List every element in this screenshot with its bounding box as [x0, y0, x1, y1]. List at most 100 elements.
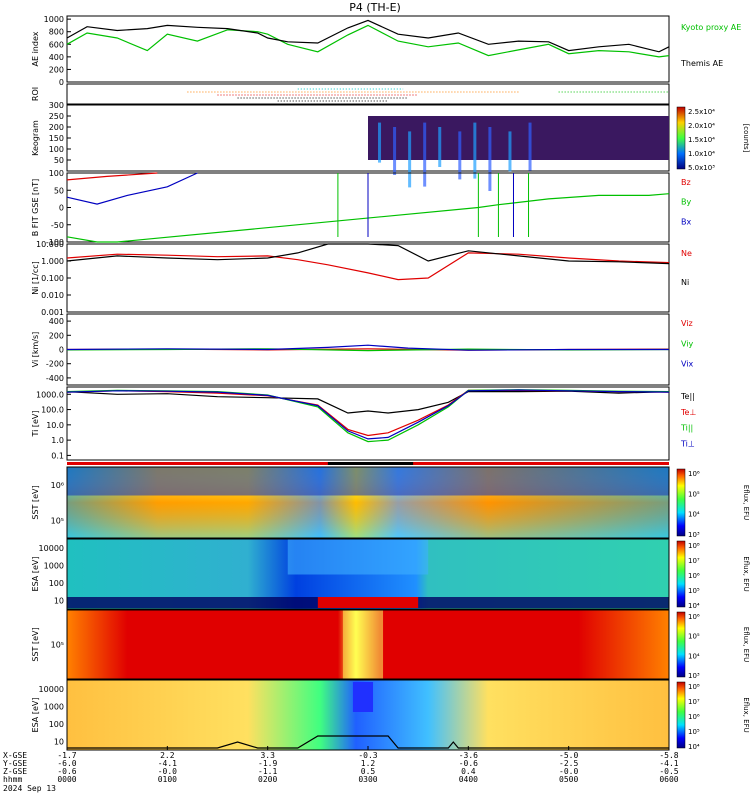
sst_e-colorbar-label: Eflux, EFU	[742, 485, 750, 520]
time-tick-zgse: -1.1	[258, 767, 277, 776]
density-ytick-label: 10.000	[36, 240, 64, 249]
time-tick-xgse: -5.0	[559, 751, 578, 760]
bfit-legend-label: Bx	[681, 217, 691, 226]
esa_i-colorbar: 10⁴ 10⁵ 10⁶ 10⁷ 10⁸ Eflux, EFU	[676, 681, 750, 751]
ae-series-0-line	[66, 24, 670, 58]
sst_i-colorbar-tick: 10³	[688, 672, 700, 680]
time-tick-ygse: -0.6	[459, 759, 478, 768]
ae-ytick-label: 0	[59, 78, 64, 87]
keogram-ylabel: Keogram	[31, 120, 40, 156]
esa_i-colorbar-gradient	[676, 681, 686, 749]
time-tick-hhmm: 0500	[559, 775, 578, 784]
esa_e-ylabel: ESA [eV]	[31, 557, 40, 592]
time-tick-zgse: -0.6	[57, 767, 76, 776]
ae-series-1-line	[66, 19, 670, 53]
esa-i-blue-spot	[352, 682, 374, 712]
esa_i-colorbar-tick: 10⁸	[688, 683, 700, 691]
sst_i-ytick-label: 10⁵	[51, 641, 64, 650]
keogram-ytick-label: 50	[54, 156, 64, 165]
esa_i-ytick-label: 10	[54, 737, 64, 746]
density-ytick-label: 0.100	[41, 274, 64, 283]
temperature-panel: Ti [eV] 0.1 1.0 10.0 100.0 1000.0 Te|| Te⊥ Ti|| T…	[31, 386, 696, 461]
velocity-ylabel: Vi [km/s]	[31, 332, 40, 368]
density-legend-label: Ne	[681, 249, 692, 258]
sst_i-colorbar-label: Eflux, EFU	[742, 627, 750, 662]
sst-i-channel	[342, 610, 384, 679]
row-label-ygse: Y-GSE	[3, 759, 27, 768]
temperature-series-1-line	[66, 389, 670, 437]
esa_e-colorbar-gradient	[676, 540, 686, 608]
density-series-0-line	[66, 252, 670, 281]
temperature-frame	[66, 386, 670, 461]
plot-title: P4 (TH-E)	[349, 1, 401, 14]
mode-strip	[67, 462, 669, 465]
sst_e-ytick-label: 10⁶	[51, 481, 64, 490]
row-label-hhmm: hhmm	[3, 775, 22, 784]
row-label-xgse: X-GSE	[3, 751, 27, 760]
bfit-panel: B FIT GSE [nT] -100 -50 0 50 100 Bz By Bx	[31, 169, 691, 247]
keogram-panel: Keogram 50 100 150 200 250 300	[31, 101, 670, 191]
velocity-legend-label: Viz	[681, 319, 693, 328]
temperature-ytick-label: 1.0	[51, 436, 64, 445]
esa_e-panel: ESA [eV] 10 100 1000 10000	[31, 538, 670, 610]
time-tick-xgse: -1.7	[57, 751, 76, 760]
esa_i-colorbar-tick: 10⁵	[688, 728, 700, 736]
bfit-ylabel: B FIT GSE [nT]	[31, 179, 40, 237]
sst_e-ylabel: SST [eV]	[31, 485, 40, 519]
density-legend-label: Ni	[681, 278, 689, 287]
keogram-colorbar-tick: 5.0x10³	[688, 164, 715, 172]
velocity-legend-label: Viy	[681, 339, 694, 348]
sst-e-top-band	[67, 467, 669, 496]
sst_i-frame	[66, 609, 670, 680]
density-ytick-label: 1.000	[41, 257, 64, 266]
keogram-feature	[458, 131, 462, 180]
density-ytick-label: 0.010	[41, 291, 64, 300]
roi-panel: ROI	[31, 83, 670, 105]
bfit-legend-label: By	[681, 198, 691, 207]
ae-legend-label: Kyoto proxy AE	[681, 23, 741, 32]
temperature-legend-label: Te⊥	[680, 408, 696, 417]
sst_i-colorbar: 10³ 10⁴ 10⁵ 10⁶ Eflux, EFU	[676, 611, 750, 680]
velocity-panel: Vi [km/s] -400 -200 0 200 400 Viz Viy Vix	[31, 313, 694, 386]
time-tick-xgse: 3.3	[260, 751, 275, 760]
temperature-ylabel: Ti [eV]	[31, 410, 40, 437]
keogram-ytick-label: 250	[49, 112, 64, 121]
esa_e-colorbar-tick: 10⁴	[688, 602, 700, 610]
time-tick-xgse: -5.8	[659, 751, 678, 760]
temperature-series-0-line	[66, 390, 670, 414]
roi-ylabel: ROI	[31, 87, 40, 101]
bfit-series-2-line	[66, 172, 198, 205]
time-tick-hhmm: 0400	[459, 775, 478, 784]
density-ytick-label: 0.001	[41, 308, 64, 317]
time-tick-hhmm: 0000	[57, 775, 76, 784]
keogram-colorbar-tick: 1.5x10⁴	[688, 136, 715, 144]
bfit-ytick-label: -50	[51, 221, 64, 230]
density-frame	[66, 243, 670, 313]
time-tick-zgse: -0.0	[559, 767, 578, 776]
keogram-colorbar: 5.0x10³ 1.0x10⁴ 1.5x10⁴ 2.0x10⁴ 2.5x10⁴ [coun…	[676, 106, 750, 172]
esa_i-colorbar-tick: 10⁶	[688, 713, 700, 721]
esa_i-colorbar-label: Eflux, EFU	[742, 697, 750, 732]
sst_e-colorbar-tick: 10⁴	[688, 511, 700, 519]
sst_e-colorbar: 10³ 10⁴ 10⁵ 10⁶ Eflux, EFU	[676, 468, 750, 539]
esa_e-colorbar-tick: 10⁵	[688, 587, 700, 595]
esa_e-colorbar-tick: 10⁸	[688, 542, 700, 550]
temperature-ytick-label: 1000.0	[36, 390, 64, 399]
colorbars: 5.0x10³ 1.0x10⁴ 1.5x10⁴ 2.0x10⁴ 2.5x10⁴ [coun…	[676, 106, 750, 751]
density-panel: Ni [1/cc] 0.001 0.010 0.100 1.000 10.000 Ne Ni	[31, 240, 692, 317]
esa_i-panel: ESA [eV] 10 100 1000 10000	[31, 679, 670, 751]
velocity-ytick-label: 400	[49, 317, 64, 326]
keogram-ytick-label: 100	[49, 145, 64, 154]
sst_i-colorbar-tick: 10⁶	[688, 613, 700, 621]
time-tick-xgse: -3.6	[459, 751, 478, 760]
velocity-series-2-line	[66, 344, 669, 351]
sst_e-panel: SST [eV] 10⁵ 10⁶	[31, 466, 670, 539]
time-tick-zgse: -0.5	[659, 767, 678, 776]
esa_e-frame	[66, 538, 670, 610]
bfit-series-0-line	[66, 172, 158, 181]
esa_i-ytick-label: 10000	[39, 685, 64, 694]
keogram-image	[368, 116, 669, 160]
esa-i-trace	[67, 735, 669, 749]
esa-e-cold-region	[287, 539, 429, 575]
